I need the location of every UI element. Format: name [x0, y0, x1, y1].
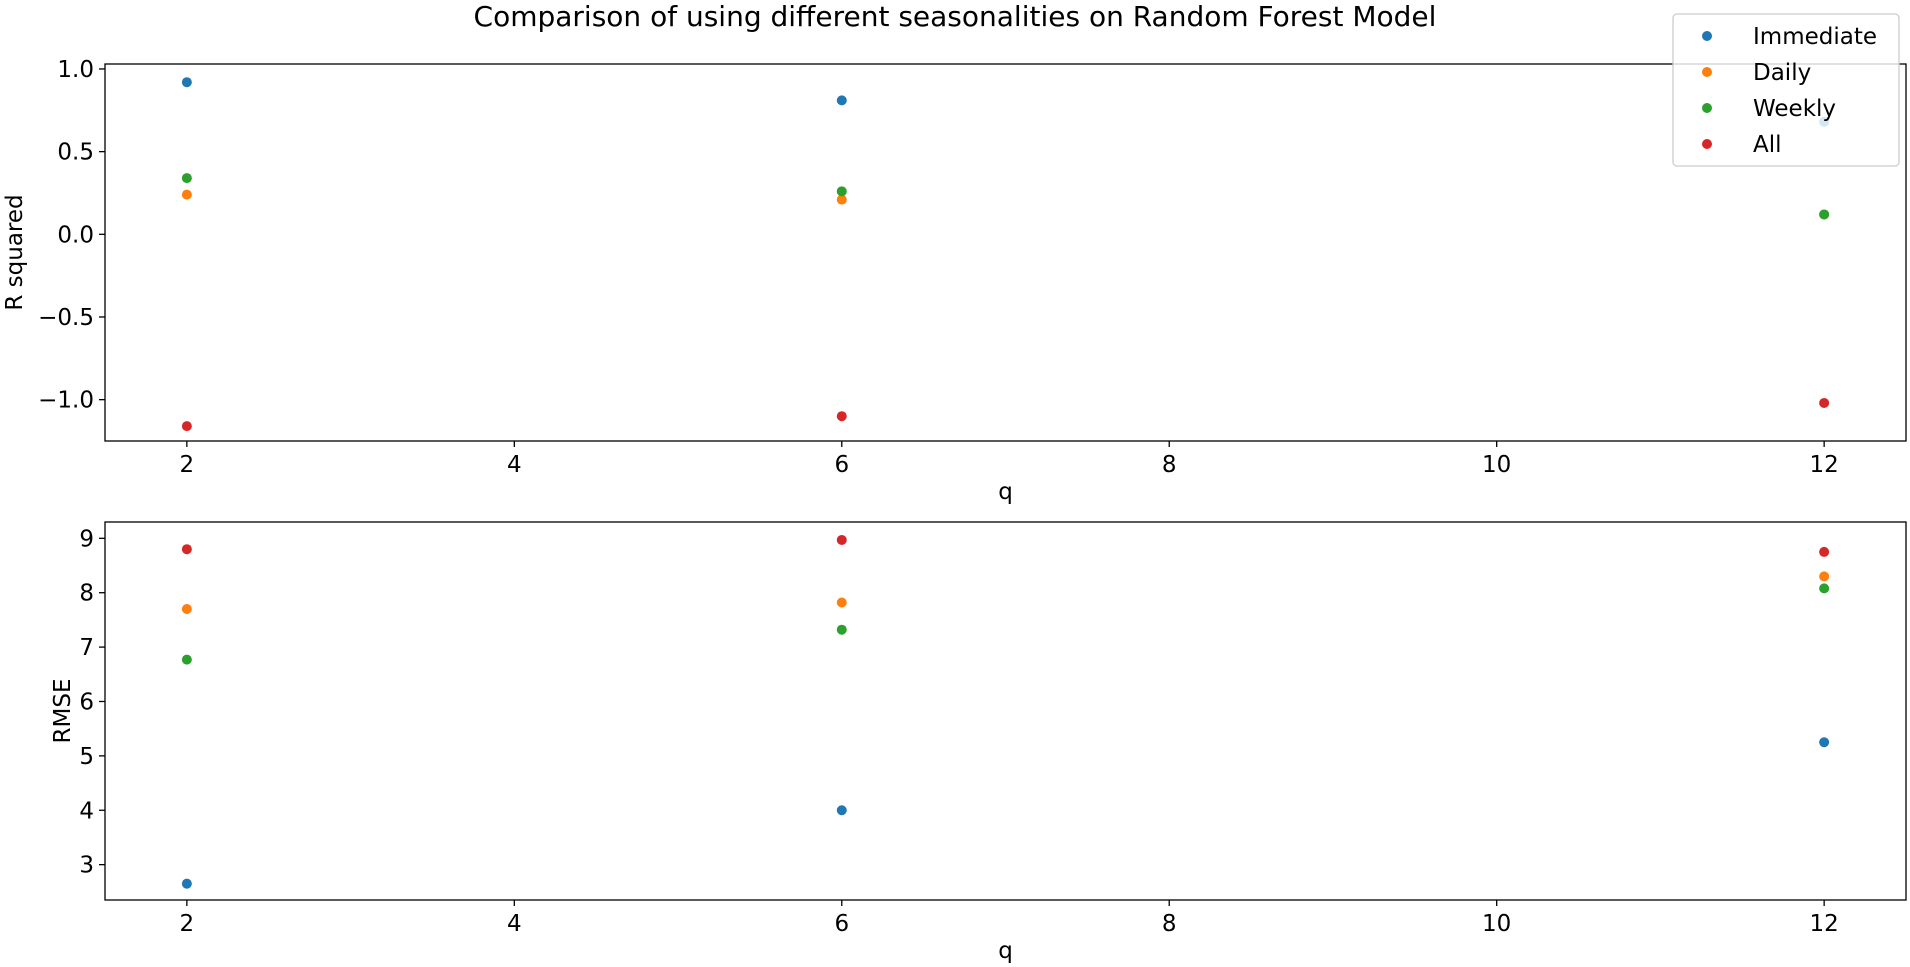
data-point	[836, 194, 847, 205]
y-axis-label: R squared	[2, 194, 28, 310]
legend: Immediate Daily Weekly All	[1672, 13, 1900, 167]
legend-label: Weekly	[1753, 96, 1836, 122]
series-immediate	[181, 77, 1830, 127]
legend-marker	[1702, 31, 1712, 41]
data-point	[181, 77, 192, 88]
data-point	[181, 173, 192, 184]
series-all	[181, 534, 1830, 557]
y-tick-label: 6	[79, 689, 94, 715]
data-point	[836, 186, 847, 197]
axes-frame	[104, 63, 1907, 442]
data-point	[836, 624, 847, 635]
series-immediate	[181, 737, 1830, 889]
data-point	[836, 597, 847, 608]
subplot-2: 2 4 6 8 10 12 9 8 7 6 5 4 3 q RMSE	[50, 521, 1907, 964]
data-point	[181, 189, 192, 200]
legend-marker	[1702, 103, 1712, 113]
x-axis-label: q	[998, 938, 1013, 964]
y-axis-label: RMSE	[50, 679, 76, 744]
axes-frame	[104, 521, 1907, 901]
data-point	[1819, 546, 1830, 557]
data-point	[181, 544, 192, 555]
data-point	[181, 421, 192, 432]
x-tick-label: 8	[1162, 911, 1177, 937]
figure-title: Comparison of using different seasonalit…	[474, 0, 1437, 33]
x-axis-label: q	[998, 479, 1013, 505]
x-tick-label: 8	[1162, 452, 1177, 478]
data-point	[181, 878, 192, 889]
x-tick-label: 4	[507, 452, 522, 478]
x-tick-label: 6	[834, 911, 849, 937]
x-tick-label: 4	[507, 911, 522, 937]
x-tick-label: 2	[180, 452, 195, 478]
series-daily	[181, 571, 1830, 615]
y-tick-label: −1.0	[38, 388, 94, 414]
legend-label: All	[1753, 132, 1782, 158]
subplot-1: 2 4 6 8 10 12 1.0 0.5 0.0 −0.5 −1.0 q R squared	[2, 57, 1907, 505]
data-point	[1819, 737, 1830, 748]
x-tick-label: 12	[1809, 911, 1838, 937]
x-tick-label: 2	[180, 911, 195, 937]
y-tick-label: 4	[79, 798, 94, 824]
data-point	[1819, 583, 1830, 594]
x-tick-label: 12	[1809, 452, 1838, 478]
y-tick-label: 0.5	[57, 140, 94, 166]
data-point	[836, 805, 847, 816]
series-all	[181, 397, 1830, 432]
data-point	[1819, 209, 1830, 220]
y-tick-label: 3	[79, 853, 94, 879]
data-point	[181, 654, 192, 665]
y-tick-label: 7	[79, 635, 94, 661]
data-point	[181, 604, 192, 615]
data-point	[1819, 571, 1830, 582]
data-point	[836, 534, 847, 545]
legend-label: Immediate	[1753, 24, 1877, 50]
y-tick-label: 9	[79, 526, 94, 552]
y-tick-label: 5	[79, 744, 94, 770]
series-weekly	[181, 173, 1830, 220]
x-tick-label: 6	[834, 452, 849, 478]
x-tick-label: 10	[1482, 452, 1511, 478]
x-tick-label: 10	[1482, 911, 1511, 937]
series-weekly	[181, 583, 1830, 665]
data-point	[836, 95, 847, 106]
y-tick-label: 8	[79, 581, 94, 607]
legend-marker	[1702, 139, 1712, 149]
legend-frame	[1672, 13, 1900, 167]
y-tick-label: 1.0	[57, 57, 94, 83]
legend-marker	[1702, 67, 1712, 77]
data-point	[1819, 397, 1830, 408]
legend-label: Daily	[1753, 60, 1811, 86]
series-daily	[181, 189, 1830, 220]
y-tick-label: 0.0	[57, 222, 94, 248]
data-point	[836, 411, 847, 422]
y-tick-label: −0.5	[38, 305, 94, 331]
